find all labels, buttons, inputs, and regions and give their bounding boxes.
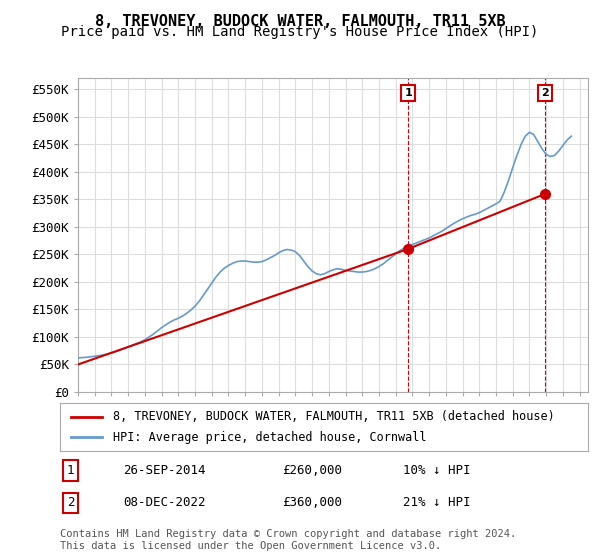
Text: 8, TREVONEY, BUDOCK WATER, FALMOUTH, TR11 5XB: 8, TREVONEY, BUDOCK WATER, FALMOUTH, TR1…	[95, 14, 505, 29]
Text: 10% ↓ HPI: 10% ↓ HPI	[403, 464, 471, 477]
Text: Price paid vs. HM Land Registry's House Price Index (HPI): Price paid vs. HM Land Registry's House …	[61, 25, 539, 39]
Text: 8, TREVONEY, BUDOCK WATER, FALMOUTH, TR11 5XB (detached house): 8, TREVONEY, BUDOCK WATER, FALMOUTH, TR1…	[113, 410, 554, 423]
Text: £260,000: £260,000	[282, 464, 342, 477]
Text: 26-SEP-2014: 26-SEP-2014	[124, 464, 206, 477]
Text: 21% ↓ HPI: 21% ↓ HPI	[403, 496, 471, 509]
Text: 2: 2	[541, 88, 549, 98]
Text: Contains HM Land Registry data © Crown copyright and database right 2024.
This d: Contains HM Land Registry data © Crown c…	[60, 529, 516, 551]
Text: 1: 1	[67, 464, 74, 477]
Text: HPI: Average price, detached house, Cornwall: HPI: Average price, detached house, Corn…	[113, 431, 426, 444]
Text: 1: 1	[404, 88, 412, 98]
Text: £360,000: £360,000	[282, 496, 342, 509]
Text: 08-DEC-2022: 08-DEC-2022	[124, 496, 206, 509]
Text: 2: 2	[67, 496, 74, 509]
